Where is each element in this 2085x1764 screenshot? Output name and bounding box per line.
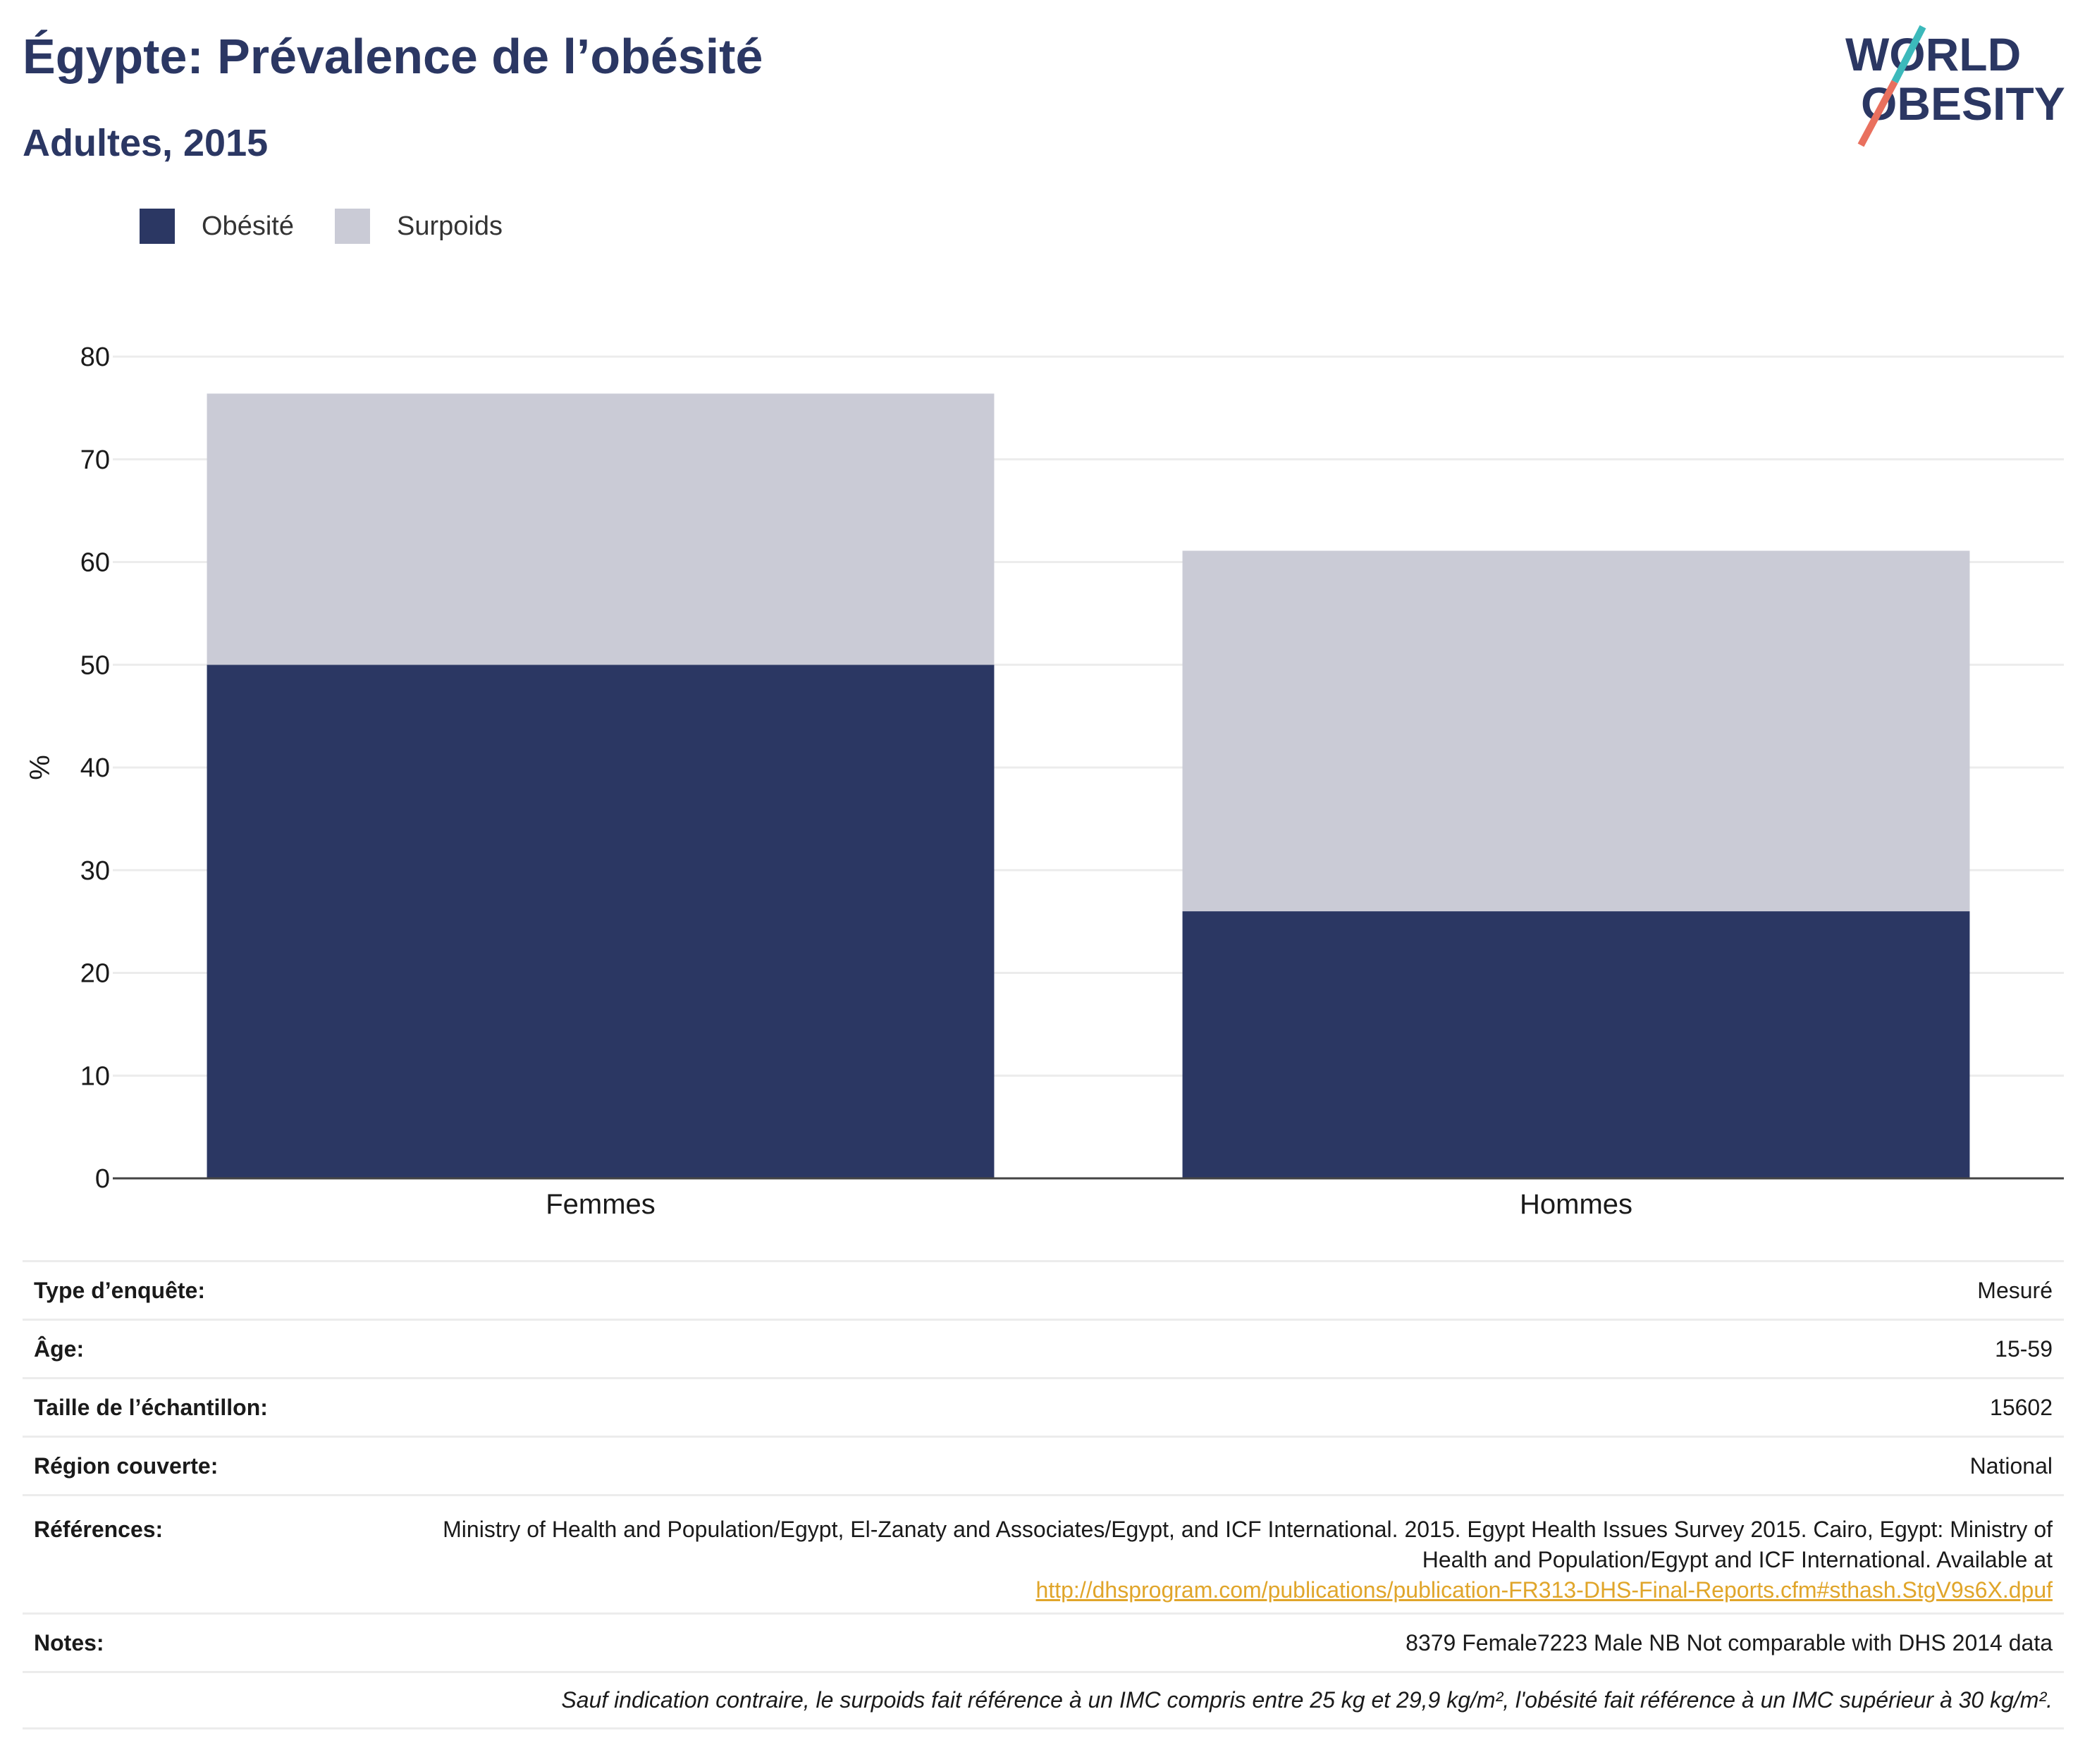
- bar-hommes-series-0: [1182, 911, 1970, 1178]
- references-link[interactable]: http://dhsprogram.com/publications/publi…: [1035, 1577, 2053, 1603]
- y-tick-label-30: 30: [80, 856, 110, 886]
- info-row-notes: Notes: 8379 Female7223 Male NB Not compa…: [23, 1612, 2064, 1671]
- legend-label-surpoids: Surpoids: [396, 211, 503, 241]
- info-row-survey-type: Type d’enquête: Mesuré: [23, 1260, 2064, 1319]
- bar-chart: 0 10 20 30 40 50 60 70 80 Femmes Hommes%: [25, 343, 2064, 1220]
- sample-size-value: 15602: [1990, 1394, 2053, 1420]
- info-table: Type d’enquête: Mesuré Âge: 15-59 Taille…: [23, 1260, 2064, 1729]
- page-title: Égypte: Prévalence de l’obésité: [23, 29, 763, 84]
- y-tick-label-50: 50: [80, 650, 110, 680]
- x-tick-label-femmes: Femmes: [546, 1189, 656, 1220]
- info-row-footnote: Sauf indication contraire, le surpoids f…: [23, 1671, 2064, 1729]
- legend-item-surpoids[interactable]: Surpoids: [334, 209, 503, 244]
- bar-femmes-series-1: [207, 393, 995, 665]
- legend-swatch-surpoids: [334, 209, 370, 244]
- survey-type-value: Mesuré: [1977, 1277, 2053, 1303]
- y-axis-label: %: [25, 755, 56, 780]
- y-tick-label-70: 70: [80, 445, 110, 475]
- sample-size-label: Taille de l’échantillon:: [34, 1394, 268, 1420]
- info-row-sample-size: Taille de l’échantillon: 15602: [23, 1377, 2064, 1436]
- footnote-text: Sauf indication contraire, le surpoids f…: [561, 1687, 2053, 1713]
- age-label: Âge:: [34, 1336, 85, 1362]
- chart-legend: Obésité Surpoids: [140, 209, 543, 244]
- svg-text:WORLD: WORLD: [1845, 28, 2021, 80]
- y-tick-label-80: 80: [80, 343, 110, 372]
- page-subtitle: Adultes, 2015: [23, 122, 269, 164]
- world-obesity-logo: WORLD OBESITY: [1845, 25, 2065, 147]
- y-tick-label-40: 40: [80, 753, 110, 783]
- references-value: Ministry of Health and Population/Egypt,…: [417, 1515, 2053, 1605]
- bar-femmes-series-0: [207, 665, 995, 1178]
- notes-label: Notes:: [34, 1629, 104, 1655]
- y-tick-label-20: 20: [80, 959, 110, 989]
- info-row-age: Âge: 15-59: [23, 1319, 2064, 1377]
- bar-hommes-series-1: [1182, 550, 1970, 912]
- region-label: Région couverte:: [34, 1452, 219, 1479]
- notes-value: 8379 Female7223 Male NB Not comparable w…: [1406, 1629, 2053, 1655]
- y-tick-label-10: 10: [80, 1061, 110, 1091]
- legend-item-obesite[interactable]: Obésité: [140, 209, 294, 244]
- references-text: Ministry of Health and Population/Egypt,…: [443, 1517, 2053, 1572]
- legend-swatch-obesite: [140, 209, 175, 244]
- y-tick-label-60: 60: [80, 548, 110, 578]
- references-label: Références:: [34, 1517, 164, 1542]
- info-row-region: Région couverte: National: [23, 1436, 2064, 1494]
- age-value: 15-59: [1995, 1336, 2053, 1362]
- info-row-references: Références: Ministry of Health and Popul…: [23, 1494, 2064, 1612]
- region-value: National: [1969, 1452, 2053, 1479]
- survey-type-label: Type d’enquête:: [34, 1277, 205, 1303]
- legend-label-obesite: Obésité: [202, 211, 294, 241]
- y-tick-label-0: 0: [95, 1164, 110, 1194]
- x-tick-label-hommes: Hommes: [1520, 1189, 1632, 1220]
